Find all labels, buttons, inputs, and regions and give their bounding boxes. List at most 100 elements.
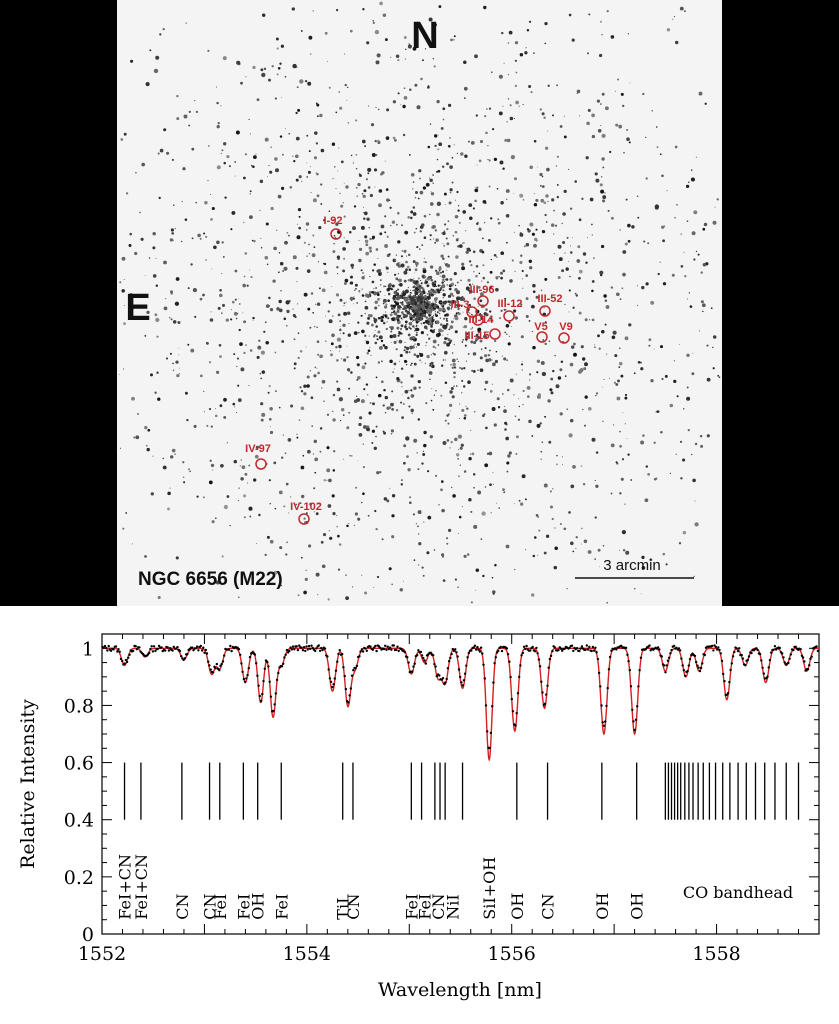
star-point: [418, 533, 420, 535]
star-point: [473, 331, 475, 333]
star-point: [453, 366, 457, 369]
star-point: [175, 277, 180, 281]
observed-point: [197, 649, 200, 652]
star-point: [403, 461, 406, 465]
star-point: [425, 402, 428, 405]
star-point: [474, 54, 478, 59]
star-point: [408, 496, 412, 499]
observed-point: [768, 658, 772, 662]
observed-point: [584, 648, 587, 651]
observed-point: [722, 672, 725, 676]
observed-point: [186, 653, 189, 656]
star-point: [416, 331, 418, 334]
star-point: [406, 265, 410, 269]
star-point: [384, 345, 388, 350]
star-point: [614, 354, 618, 358]
star-point: [450, 308, 453, 310]
star-point: [554, 354, 556, 357]
star-point: [172, 239, 174, 241]
star-point: [485, 358, 489, 363]
observed-point: [407, 661, 410, 664]
star-point: [703, 222, 708, 227]
star-point: [172, 369, 175, 372]
observed-point: [289, 646, 292, 649]
star-point: [221, 273, 223, 275]
observed-point: [696, 664, 699, 667]
star-point: [456, 152, 459, 155]
star-point: [279, 135, 283, 138]
star-point: [706, 344, 709, 347]
star-point: [458, 221, 461, 224]
star-point: [379, 290, 382, 293]
star-point: [449, 191, 452, 194]
star-point: [422, 453, 426, 456]
star-point: [407, 279, 411, 282]
star-point: [342, 414, 345, 416]
star-point: [410, 172, 415, 177]
star-point: [234, 269, 238, 273]
star-point: [401, 416, 404, 419]
star-marker-label: III-15: [464, 330, 489, 342]
star-point: [218, 343, 222, 347]
star-point: [436, 99, 440, 104]
star-point: [457, 434, 462, 439]
star-point: [437, 169, 441, 173]
star-point: [345, 596, 350, 601]
star-point: [423, 261, 425, 263]
observed-point: [310, 644, 313, 647]
star-point: [462, 210, 467, 214]
star-point: [203, 390, 205, 393]
star-point: [656, 146, 659, 148]
star-point: [403, 349, 406, 352]
star-point: [549, 388, 553, 392]
observed-point: [731, 655, 735, 658]
observed-point: [473, 644, 477, 647]
star-point: [297, 332, 300, 335]
star-point: [363, 275, 365, 277]
star-point: [619, 430, 621, 433]
star-point: [473, 524, 478, 529]
star-point: [210, 194, 212, 195]
star-point: [183, 114, 188, 119]
observed-point: [119, 657, 123, 661]
star-point: [442, 296, 445, 299]
star-point: [323, 270, 328, 275]
star-point: [548, 440, 552, 444]
star-point: [522, 389, 525, 393]
observed-point: [157, 644, 161, 648]
star-point: [543, 201, 547, 205]
star-point: [566, 587, 568, 590]
star-point: [461, 379, 464, 382]
star-point: [315, 512, 319, 516]
star-point: [453, 318, 454, 320]
observed-point: [435, 674, 438, 678]
star-point: [310, 292, 314, 295]
star-point: [417, 325, 419, 327]
star-point: [418, 295, 422, 299]
star-point: [505, 436, 510, 441]
observed-point: [524, 647, 527, 651]
star-point: [552, 369, 555, 373]
observed-point: [348, 694, 351, 697]
star-point: [397, 301, 399, 303]
star-point: [542, 338, 545, 341]
star-point: [346, 426, 350, 430]
observed-point: [746, 658, 749, 662]
star-point: [625, 198, 628, 201]
star-point: [441, 284, 446, 289]
star-point: [414, 327, 416, 329]
observed-point: [765, 677, 768, 680]
star-point: [260, 377, 263, 380]
observed-point: [200, 649, 204, 652]
observed-point: [438, 674, 441, 677]
observed-point: [263, 667, 266, 670]
star-point: [549, 490, 552, 493]
star-point: [123, 322, 126, 325]
star-point: [381, 538, 384, 541]
observed-point: [591, 645, 595, 649]
star-point: [396, 377, 400, 381]
star-point: [240, 367, 245, 372]
star-point: [313, 439, 318, 444]
star-point: [429, 202, 434, 206]
